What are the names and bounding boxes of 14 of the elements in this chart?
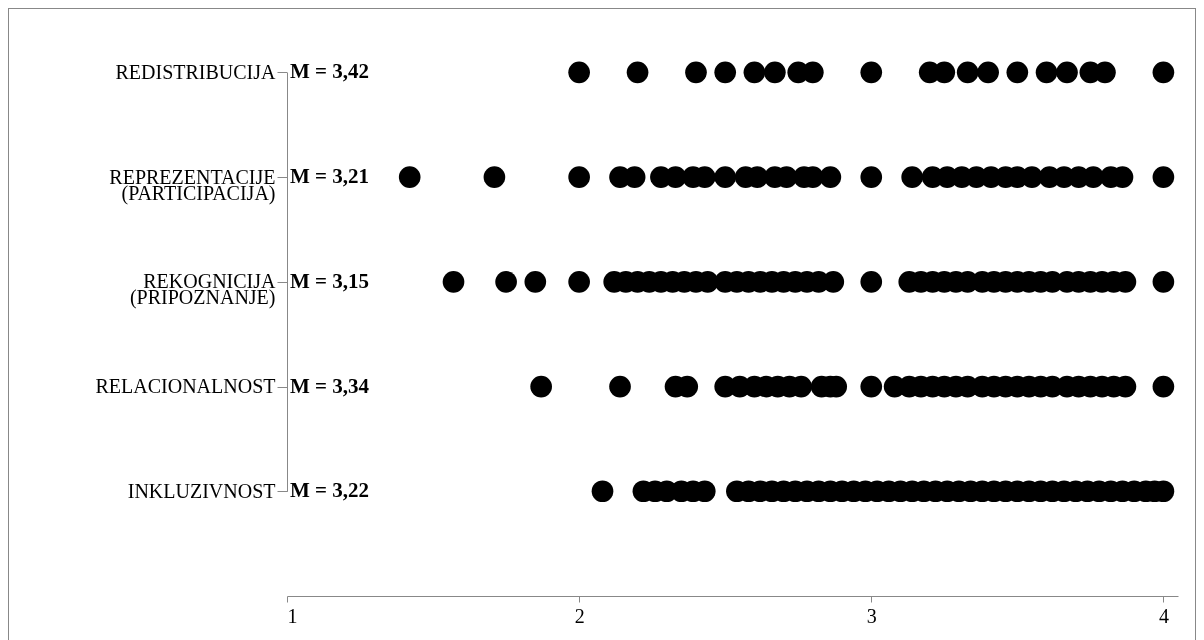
y-tick-label: REPREZENTACIJE (PARTICIPACIJA) [109, 165, 276, 205]
y-tick-label: RELACIONALNOST [95, 375, 276, 398]
y-tick-label: REKOGNICIJA (PRIPOZNANJE) [129, 270, 277, 310]
x-tick-label: 4 [1158, 604, 1169, 627]
annotation: M = 3,22 [290, 478, 370, 503]
x-tick-label: 2 [574, 604, 585, 627]
annotation: M = 3,15 [290, 268, 370, 293]
y-tick-label: REDISTRIBUCIJA [115, 60, 277, 83]
annotation: M = 3,34 [290, 373, 370, 398]
annotation: M = 3,21 [290, 164, 370, 189]
x-tick-label: 1 [287, 604, 298, 627]
x-tick-label: 3 [866, 604, 877, 627]
y-tick-label: INKLUZIVNOST [127, 479, 276, 502]
annotation: M = 3,42 [290, 59, 370, 84]
